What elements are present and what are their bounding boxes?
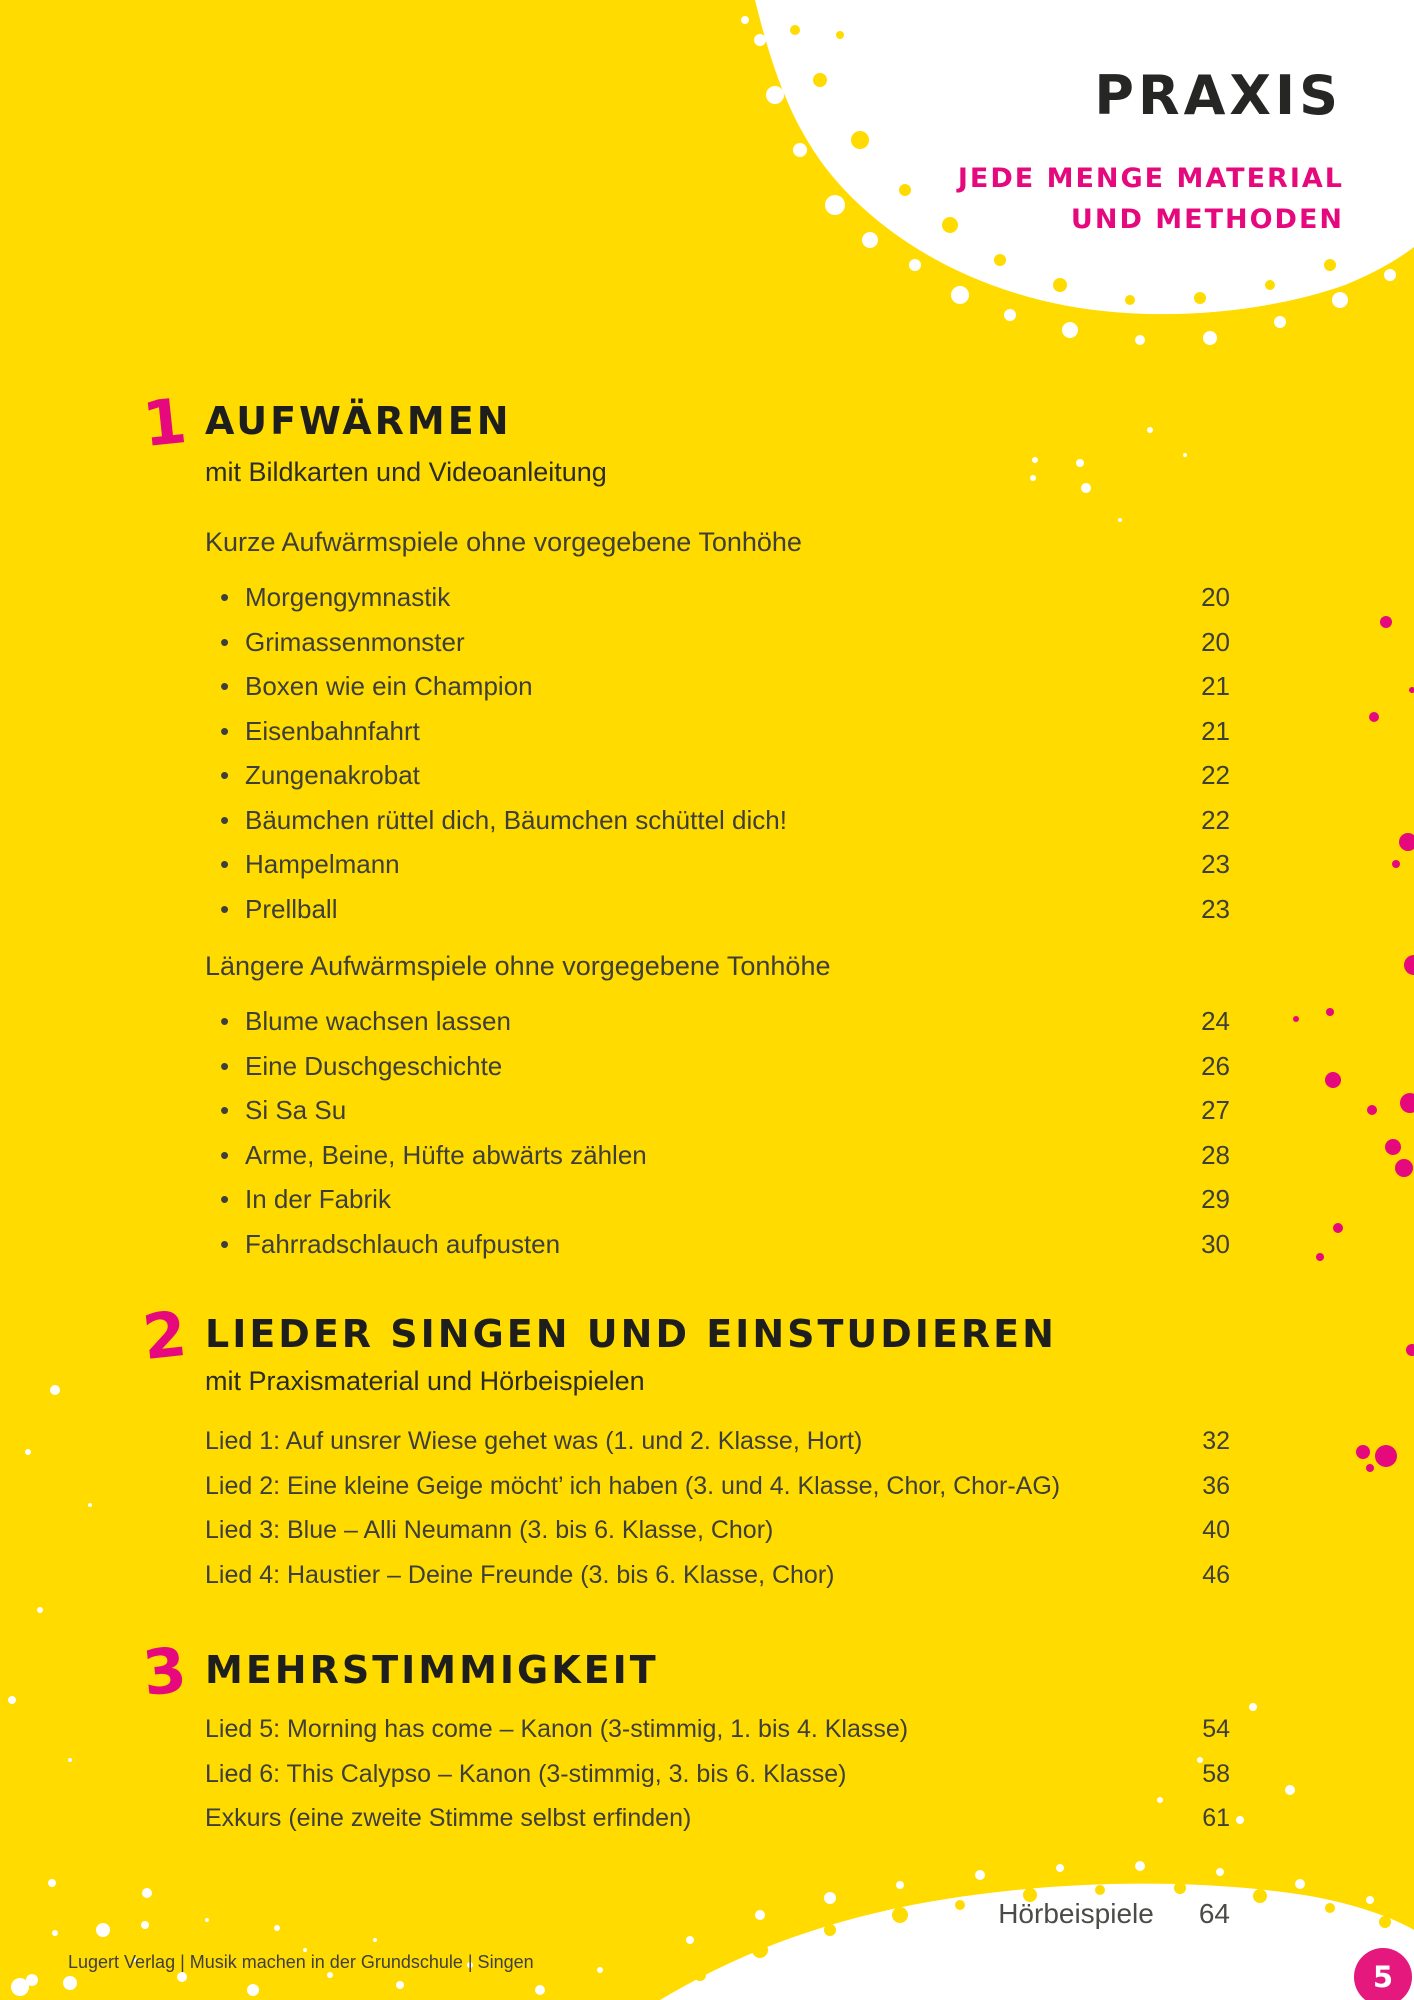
audio-examples-page: 64 xyxy=(1198,1898,1230,1929)
toc-item: Morgengymnastik 20 xyxy=(205,575,1230,620)
audio-examples-row: Hörbeispiele 64 xyxy=(205,1898,1230,1930)
toc-item-label: Zungenakrobat xyxy=(245,760,420,790)
page-number-badge: 5 xyxy=(1354,1948,1412,2000)
toc-content: 1 AUFWÄRMEN mit Bildkarten und Videoanle… xyxy=(139,384,1230,1841)
toc-item-page: 29 xyxy=(1201,1184,1230,1214)
section-title: AUFWÄRMEN xyxy=(205,399,512,443)
toc-item-label: Lied 4: Haustier – Deine Freunde (3. bis… xyxy=(205,1560,835,1589)
toc-item: Lied 2: Eine kleine Geige möcht’ ich hab… xyxy=(205,1464,1230,1509)
toc-item-label: Blume wachsen lassen xyxy=(245,1006,511,1036)
toc-item-page: 22 xyxy=(1201,804,1230,835)
toc-item: Eisenbahnfahrt 21 xyxy=(205,709,1230,754)
group-heading: Längere Aufwärmspiele ohne vorgegebene T… xyxy=(205,951,831,981)
toc-item-label: Hampelmann xyxy=(245,849,400,879)
toc-item: In der Fabrik 29 xyxy=(205,1177,1230,1222)
toc-item-label: In der Fabrik xyxy=(245,1184,391,1214)
toc-item-label: Lied 5: Morning has come – Kanon (3-stim… xyxy=(205,1715,909,1743)
audio-examples-label: Hörbeispiele xyxy=(998,1898,1154,1929)
toc-item-page: 28 xyxy=(1201,1139,1230,1170)
toc-item-page: 22 xyxy=(1201,760,1230,790)
toc-item-label: Bäumchen rüttel dich, Bäumchen schüttel … xyxy=(245,804,787,835)
toc-item-label: Eine Duschgeschichte xyxy=(245,1050,503,1081)
toc-item-page: 26 xyxy=(1201,1050,1230,1081)
toc-list: Morgengymnastik 20 Grimassenmonster 20 Box… xyxy=(205,575,1230,931)
toc-item-label: Prellball xyxy=(245,893,338,924)
toc-item-label: Boxen wie ein Champion xyxy=(245,671,533,701)
toc-item-label: Eisenbahnfahrt xyxy=(245,715,420,746)
toc-item-label: Morgengymnastik xyxy=(245,582,451,612)
toc-list: Blume wachsen lassen 24 Eine Duschgeschic… xyxy=(205,999,1230,1266)
toc-item: Grimassenmonster 20 xyxy=(205,620,1230,665)
imprint-text: Lugert Verlag | Musik machen in der Grun… xyxy=(68,1952,534,1972)
section-aufwaermen: 1 AUFWÄRMEN mit Bildkarten und Videoanle… xyxy=(139,384,1230,1266)
toc-item-page: 23 xyxy=(1201,849,1230,879)
toc-list: Lied 1: Auf unsrer Wiese gehet was (1. u… xyxy=(205,1419,1230,1597)
toc-item-page: 61 xyxy=(1202,1804,1230,1832)
page-title: PRAXIS xyxy=(1094,64,1342,127)
toc-item-page: 46 xyxy=(1202,1560,1230,1589)
toc-item-label: Lied 1: Auf unsrer Wiese gehet was (1. u… xyxy=(205,1427,863,1455)
toc-item-page: 21 xyxy=(1201,671,1230,701)
toc-item-page: 23 xyxy=(1201,893,1230,924)
toc-item: Lied 1: Auf unsrer Wiese gehet was (1. u… xyxy=(205,1419,1230,1464)
toc-item-page: 21 xyxy=(1201,715,1230,746)
toc-item-page: 24 xyxy=(1201,1006,1230,1036)
page-number: 5 xyxy=(1372,1960,1394,1994)
toc-item-label: Lied 2: Eine kleine Geige möcht’ ich hab… xyxy=(205,1471,1061,1500)
toc-item-label: Grimassenmonster xyxy=(245,626,465,657)
toc-item-page: 32 xyxy=(1202,1427,1230,1455)
section-title: MEHRSTIMMIGKEIT xyxy=(205,1648,659,1692)
toc-item: Hampelmann 23 xyxy=(205,842,1230,887)
page-tagline: JEDE MENGE MATERIAL UND METHODEN xyxy=(958,158,1344,240)
toc-item: Eine Duschgeschichte 26 xyxy=(205,1044,1230,1089)
toc-item: Exkurs (eine zweite Stimme selbst erfind… xyxy=(205,1796,1230,1841)
section-number: 3 xyxy=(139,1632,190,1711)
toc-item-page: 27 xyxy=(1201,1095,1230,1125)
toc-item: Lied 3: Blue – Alli Neumann (3. bis 6. K… xyxy=(205,1508,1230,1553)
toc-list: Lied 5: Morning has come – Kanon (3-stim… xyxy=(205,1707,1230,1841)
toc-item-label: Lied 6: This Calypso – Kanon (3-stimmig,… xyxy=(205,1759,847,1788)
toc-item: Lied 5: Morning has come – Kanon (3-stim… xyxy=(205,1707,1230,1752)
section-mehrstimmigkeit: 3 MEHRSTIMMIGKEIT Lied 5: Morning has co… xyxy=(139,1633,1230,1841)
page-tagline-line1: JEDE MENGE MATERIAL xyxy=(957,163,1344,194)
group-heading: Kurze Aufwärmspiele ohne vorgegebene Ton… xyxy=(205,527,802,557)
section-subtitle: mit Praxismaterial und Hörbeispielen xyxy=(205,1366,645,1396)
toc-item-label: Si Sa Su xyxy=(245,1095,347,1125)
toc-item: Arme, Beine, Hüfte abwärts zählen 28 xyxy=(205,1133,1230,1178)
toc-item: Zungenakrobat 22 xyxy=(205,753,1230,798)
toc-item-page: 58 xyxy=(1202,1759,1230,1788)
toc-item-label: Lied 3: Blue – Alli Neumann (3. bis 6. K… xyxy=(205,1516,774,1544)
toc-item-label: Fahrradschlauch aufpusten xyxy=(245,1228,561,1259)
toc-item-page: 30 xyxy=(1201,1228,1230,1259)
section-lieder-singen: 2 LIEDER SINGEN UND EINSTUDIEREN mit Pra… xyxy=(139,1297,1230,1597)
toc-item: Bäumchen rüttel dich, Bäumchen schüttel … xyxy=(205,798,1230,843)
toc-item-label: Arme, Beine, Hüfte abwärts zählen xyxy=(245,1139,647,1170)
section-subtitle: mit Bildkarten und Videoanleitung xyxy=(205,457,607,487)
toc-item-label: Exkurs (eine zweite Stimme selbst erfind… xyxy=(205,1804,692,1832)
toc-item: Boxen wie ein Champion 21 xyxy=(205,664,1230,709)
section-number: 1 xyxy=(139,383,190,462)
toc-item-page: 40 xyxy=(1202,1516,1230,1544)
toc-item: Prellball 23 xyxy=(205,887,1230,932)
toc-item-page: 36 xyxy=(1202,1471,1230,1500)
toc-item: Fahrradschlauch aufpusten 30 xyxy=(205,1222,1230,1267)
page-tagline-line2: UND METHODEN xyxy=(1070,204,1344,235)
toc-item: Si Sa Su 27 xyxy=(205,1088,1230,1133)
toc-item: Lied 6: This Calypso – Kanon (3-stimmig,… xyxy=(205,1752,1230,1797)
toc-item: Blume wachsen lassen 24 xyxy=(205,999,1230,1044)
toc-item-page: 20 xyxy=(1201,582,1230,612)
section-title: LIEDER SINGEN UND EINSTUDIEREN xyxy=(205,1312,1057,1356)
section-number: 2 xyxy=(139,1296,190,1375)
toc-item: Lied 4: Haustier – Deine Freunde (3. bis… xyxy=(205,1553,1230,1598)
toc-item-page: 54 xyxy=(1202,1715,1230,1743)
toc-item-page: 20 xyxy=(1201,626,1230,657)
